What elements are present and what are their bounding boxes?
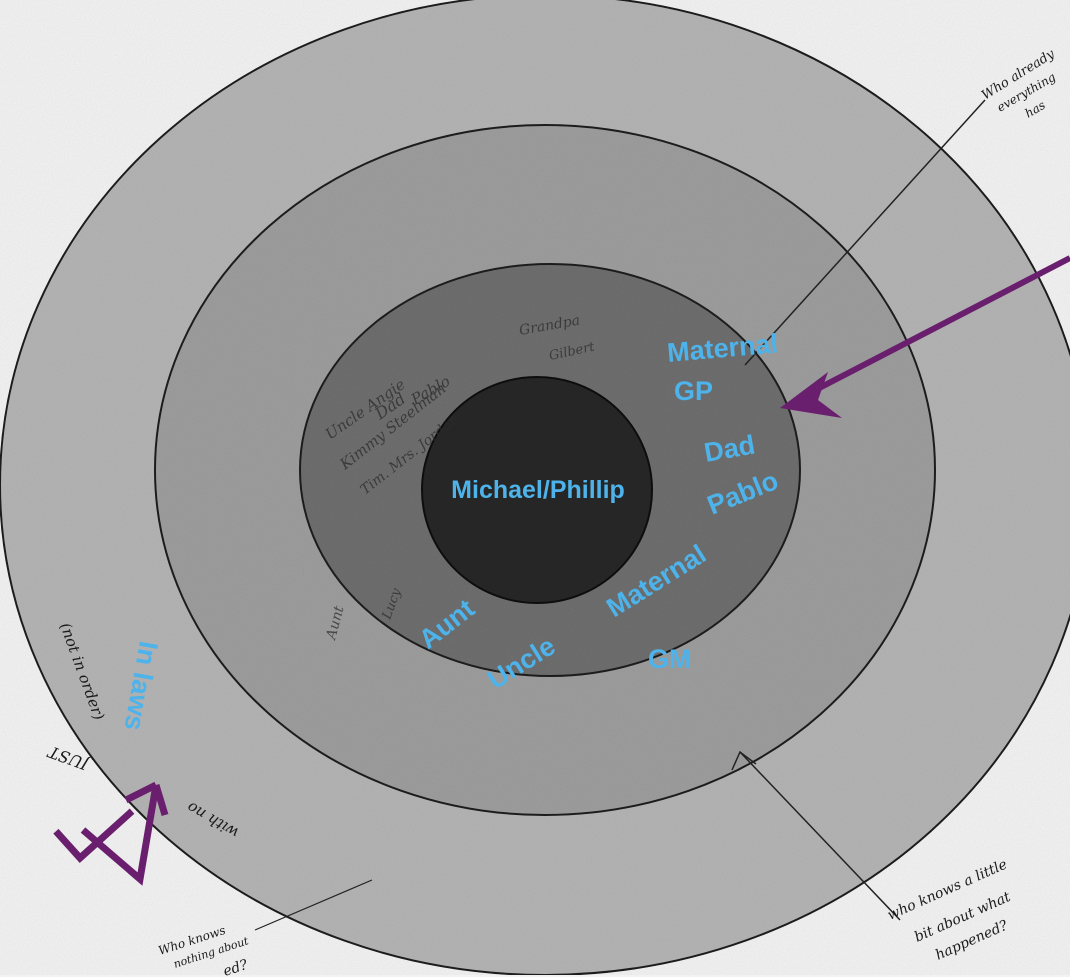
pointer-arrowhead-bottom-right [731, 750, 757, 771]
label-maternal-gp-line2: GP [674, 376, 713, 406]
pointer-line-bottom-right [739, 751, 901, 921]
center-label: Michael/Phillip [451, 476, 625, 504]
svg-text:ed?: ed? [221, 957, 250, 977]
purple-arrow-bottom-left [53, 781, 169, 886]
purple-arrow-right [780, 255, 1070, 418]
pointer-line-bottom-left [254, 879, 373, 931]
label-maternal-gm-line2: GM [648, 644, 692, 674]
center-circle [421, 376, 653, 604]
pointer-line-top-right [744, 99, 986, 366]
